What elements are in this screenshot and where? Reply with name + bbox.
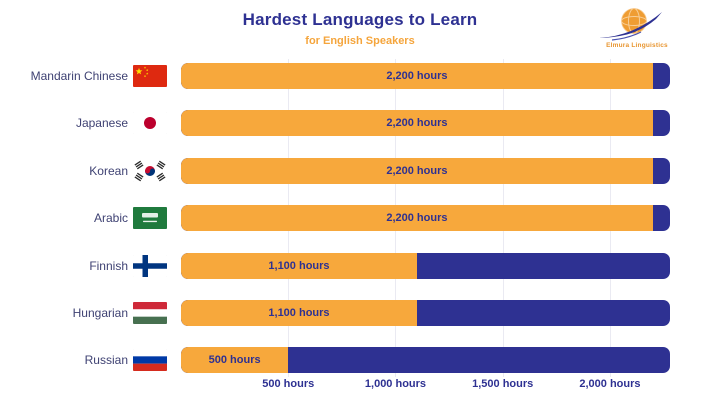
language-label: Finnish xyxy=(89,258,128,273)
globe-swoosh-icon xyxy=(599,8,662,41)
bar-track: 2,200 hours xyxy=(181,63,670,89)
page-subtitle: for English Speakers xyxy=(305,35,415,47)
bar-fill: 500 hours xyxy=(181,347,289,374)
language-label: Mandarin Chinese xyxy=(30,69,128,83)
language-label: Japanese xyxy=(75,116,128,131)
language-label: Korean xyxy=(89,163,128,178)
bar-chart: Mandarin Chinese 2,200 hours Japanese 2,… xyxy=(0,59,720,390)
brand-name: Elmura Linguistics xyxy=(606,42,668,49)
chart-row-japanese: Japanese 2,200 hours xyxy=(0,110,720,137)
chart-row-arabic: Arabic 2,200 hours xyxy=(0,205,720,232)
x-tick-label-1000: 1,000 hours xyxy=(364,378,427,390)
bar-fill: 2,200 hours xyxy=(181,110,653,137)
bar-value-label: 2,200 hours xyxy=(386,117,448,130)
bar-value-label: 2,200 hours xyxy=(386,164,448,177)
bar-track: 2,200 hours xyxy=(181,157,670,184)
bar-fill: 1,100 hours xyxy=(181,299,417,326)
language-label: Hungarian xyxy=(72,305,128,320)
chart-row-finnish: Finnish 1,100 hours xyxy=(0,252,720,279)
bar-fill: 1,100 hours xyxy=(181,252,417,279)
russia-flag xyxy=(133,349,167,372)
bar-track: 500 hours xyxy=(181,347,670,374)
bar-track: 1,100 hours xyxy=(181,299,670,326)
brand-logo: Elmura Linguistics xyxy=(596,6,678,49)
x-tick-label-1500: 1,500 hours xyxy=(472,378,534,390)
bar-value-label: 2,200 hours xyxy=(386,212,448,225)
bar-value-label: 1,100 hours xyxy=(268,259,330,272)
chart-row-russian: Russian 500 hours xyxy=(0,347,720,374)
bar-value-label: 2,200 hours xyxy=(386,70,448,82)
chart-rows: Mandarin Chinese 2,200 hours Japanese 2,… xyxy=(0,63,720,374)
x-tick-label-2000: 2,000 hours xyxy=(579,378,641,390)
bar-value-label: 1,100 hours xyxy=(268,306,330,319)
bar-track: 2,200 hours xyxy=(181,205,670,232)
china-flag xyxy=(133,65,167,87)
x-tick-label-500: 500 hours xyxy=(262,378,315,390)
south-korea-flag xyxy=(133,159,167,182)
bar-track: 1,100 hours xyxy=(181,252,670,279)
language-label: Russian xyxy=(84,353,128,368)
bar-value-label: 500 hours xyxy=(208,354,261,367)
bar-track: 2,200 hours xyxy=(181,110,670,137)
chart-row-mandarin-chinese: Mandarin Chinese 2,200 hours xyxy=(0,63,720,89)
finland-flag xyxy=(133,254,167,277)
bar-fill: 2,200 hours xyxy=(181,63,653,89)
chart-row-korean: Korean 2,200 hours xyxy=(0,157,720,184)
bar-fill: 2,200 hours xyxy=(181,157,653,184)
bar-fill: 2,200 hours xyxy=(181,205,653,232)
x-axis: 500 hours 1,000 hours 1,500 hours 2,000 hou… xyxy=(181,378,670,394)
japan-flag xyxy=(133,112,167,135)
language-label: Arabic xyxy=(93,211,128,226)
saudi-arabia-flag xyxy=(133,207,167,230)
hungary-flag xyxy=(133,301,167,324)
chart-row-hungarian: Hungarian 1,100 hours xyxy=(0,299,720,326)
page-title: Hardest Languages to Learn xyxy=(242,10,478,29)
